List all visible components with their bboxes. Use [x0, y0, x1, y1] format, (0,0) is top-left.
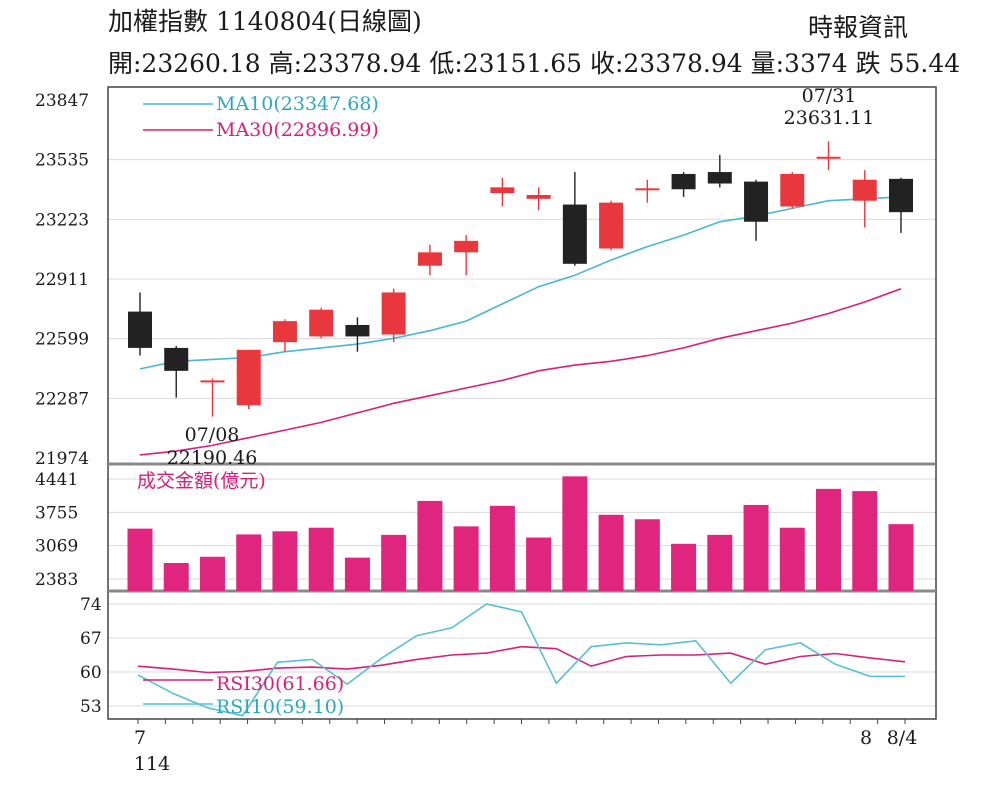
candle-body [744, 181, 769, 222]
volume-bar [272, 531, 298, 591]
volume-tick-label: 3755 [35, 503, 78, 523]
candle-body [671, 173, 696, 190]
volume-bar [671, 543, 697, 591]
volume-bar [852, 491, 878, 591]
rsi-lines [137, 603, 906, 717]
volume-bar [598, 514, 624, 591]
x-label-july: 7 [134, 727, 146, 749]
volume-bar [779, 527, 805, 591]
volume-bar [562, 476, 588, 591]
candle-body [816, 156, 841, 159]
volume-bar [888, 524, 914, 591]
candle-body [852, 179, 877, 201]
candle-body [164, 347, 189, 371]
volume-bar [634, 519, 660, 591]
candle-body [417, 252, 442, 266]
volume-bar [816, 488, 842, 591]
volume-bar [417, 500, 443, 591]
chart-title: 加權指數 1140804(日線圖) [108, 7, 422, 36]
x-year-label: 114 [134, 753, 170, 775]
volume-bar [163, 563, 189, 591]
volume-bar [308, 527, 334, 591]
x-label-aug: 8 [860, 727, 872, 749]
low-value-annotation: 22190.46 [167, 447, 258, 469]
candlesticks [128, 141, 913, 417]
ohlc-summary: 開:23260.18 高:23378.94 低:23151.65 收:23378… [108, 49, 961, 78]
rsi30-legend: RSI30(61.66) [216, 673, 344, 695]
rsi30-line [137, 645, 906, 674]
high-value-annotation: 23631.11 [784, 107, 875, 129]
candle-body [309, 309, 334, 337]
price-tick-label: 22911 [35, 270, 89, 290]
candle-body [889, 178, 913, 213]
volume-panel-title: 成交金額(億元) [137, 470, 266, 492]
volume-bar [199, 556, 225, 591]
candle-body [272, 321, 297, 343]
volume-tick-label: 4441 [35, 470, 78, 490]
candle-body [236, 349, 261, 406]
chart-text: MA10(23347.68) MA30(22896.99) 07/0822190.4… [134, 85, 917, 775]
candle-body [526, 194, 551, 199]
rsi-tick-label: 53 [80, 697, 102, 717]
candle-body [707, 172, 732, 184]
x-label-last: 8/4 [887, 727, 918, 749]
low-date-annotation: 07/08 [185, 424, 240, 446]
chart-border [107, 86, 937, 720]
high-date-annotation: 07/31 [802, 85, 857, 107]
grid-lines [108, 159, 936, 707]
volume-bar [489, 505, 515, 591]
volume-bar [127, 528, 153, 591]
chart-frame [107, 86, 937, 724]
candle-body [345, 324, 370, 337]
candle-body [381, 292, 406, 335]
volume-bar [526, 537, 552, 591]
rsi-tick-label: 60 [80, 663, 102, 683]
rsi-tick-label: 74 [80, 595, 102, 615]
candle-body [780, 173, 805, 207]
candle-body [599, 202, 624, 249]
candle-body [635, 188, 660, 191]
candle-body [454, 240, 479, 253]
volume-bar [707, 534, 733, 591]
price-tick-label: 23847 [35, 91, 89, 111]
candle-body [200, 380, 225, 383]
volume-bar [236, 534, 262, 591]
price-tick-label: 21974 [35, 449, 89, 469]
rsi10-legend: RSI10(59.10) [216, 696, 344, 718]
ma10-line [139, 196, 902, 370]
rsi-tick-label: 67 [80, 629, 102, 649]
candle-body [490, 187, 515, 194]
price-tick-label: 23535 [35, 151, 89, 171]
volume-bar [381, 534, 407, 591]
volume-tick-label: 2383 [35, 570, 78, 590]
ma10-legend: MA10(23347.68) [216, 93, 379, 115]
source-label: 時報資訊 [808, 13, 909, 42]
ma30-legend: MA30(22896.99) [216, 119, 379, 141]
volume-bar [453, 526, 479, 591]
ma30-line [139, 287, 902, 456]
rsi10-line [137, 603, 905, 717]
price-tick-label: 22599 [35, 330, 89, 350]
volume-bars [127, 476, 914, 591]
volume-tick-label: 3069 [35, 537, 78, 557]
candle-body [562, 204, 587, 264]
moving-averages [139, 196, 902, 456]
candle-body [128, 311, 152, 348]
price-tick-label: 23223 [35, 210, 89, 230]
volume-bar [344, 557, 370, 591]
volume-bar [743, 504, 769, 591]
price-tick-label: 22287 [35, 389, 89, 409]
